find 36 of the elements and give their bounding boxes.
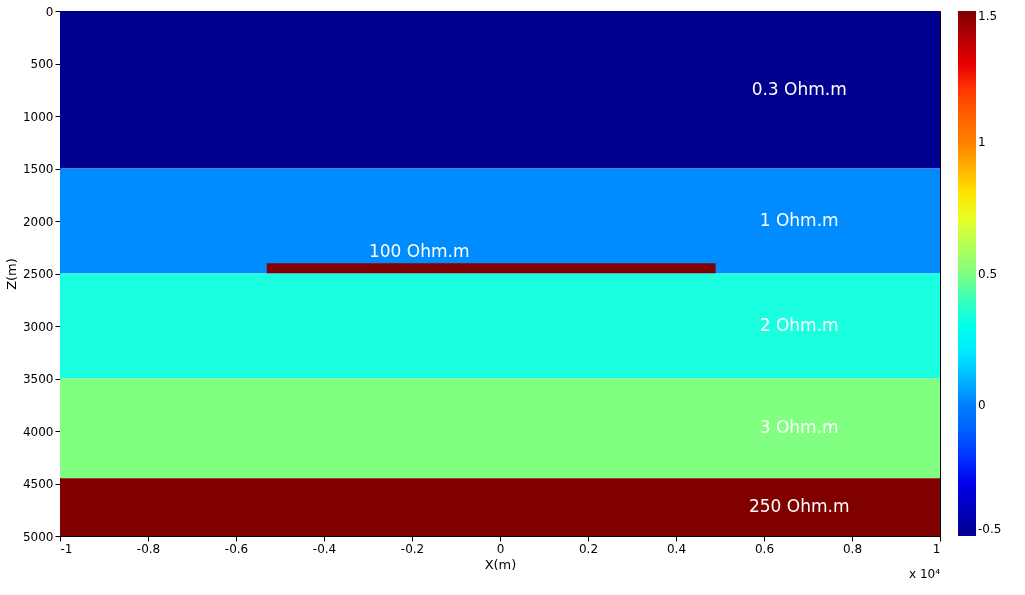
x-axis-title: X(m) [484,556,517,572]
y-tick-label: 1000 [22,109,54,124]
y-tick-label: 2500 [22,267,54,281]
band-label: 0.3 Ohm.m [751,78,847,99]
y-axis-title: Z(m) [3,258,19,290]
color-bar-label: 1.5 [978,9,998,23]
band-label: 250 Ohm.m [748,496,850,517]
x-tick-label: -0.2 [400,541,425,556]
y-tick-label: 4000 [22,424,54,439]
x-tick-label: -1 [60,541,73,556]
x-tick-label: 0.4 [666,541,687,556]
x-tick-label: 0 [496,541,505,556]
y-tick-label: 5000 [22,529,54,544]
y-tick-label: 2000 [22,214,54,229]
x-tick-label: 0.6 [754,541,775,556]
y-tick-label: 3000 [22,319,54,334]
y-tick-label: 500 [30,57,54,71]
x-tick-label: 0.8 [842,541,863,556]
x-tick-label: -0.6 [224,541,249,556]
series-label: 100 Ohm.m [368,241,470,262]
band-label: 1 Ohm.m [759,210,839,230]
band-label: 3 Ohm.m [759,417,839,438]
x-tick-label: 1 [932,541,941,556]
text: x 10⁴ [909,567,941,581]
y-tick-label: 1500 [22,162,54,176]
color-bar-label: 0.5 [978,266,998,281]
y-tick-label: 0 [45,4,54,19]
y-tick-label: 4500 [22,477,54,491]
y-tick-label: 3500 [22,372,54,386]
x-tick-label: 0.2 [578,541,599,556]
x-tick-label: -0.8 [136,541,161,556]
x-tick-label: -0.4 [312,541,337,556]
color-bar-label: 0 [978,397,986,412]
color-bar-label: -0.5 [978,522,1002,536]
band-label: 2 Ohm.m [759,315,839,335]
color-bar-label: 1 [978,135,986,150]
